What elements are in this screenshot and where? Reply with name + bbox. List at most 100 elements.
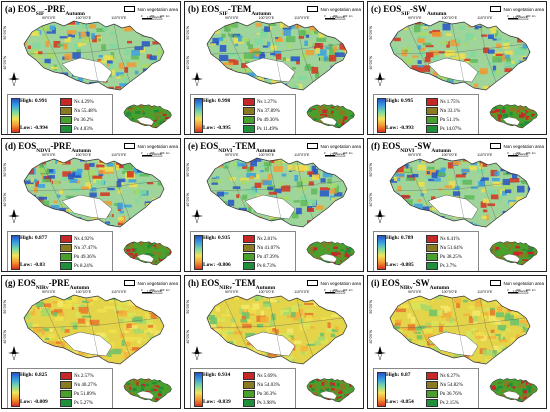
north-arrow-icon: [8, 346, 20, 361]
non-vegetation-legend: Non vegetation area: [124, 280, 178, 286]
class-percent: Nn 51.64%: [440, 245, 463, 251]
scale-bar: 0 200 400 km: [507, 288, 535, 294]
class-percent: Pn 36.76%: [440, 391, 462, 397]
class-ns: Ns 2.81%: [243, 235, 277, 243]
longitude-label: 110°0'0"E: [477, 16, 493, 20]
class-swatch: [426, 399, 438, 407]
class-swatch: [60, 253, 72, 261]
correlation-map: [23, 294, 165, 365]
longitude-label: 110°0'0"E: [477, 290, 493, 294]
class-nn: Nn 55.48%: [60, 107, 97, 115]
class-percent: Pn 38.25%: [440, 254, 462, 260]
class-swatch: [426, 390, 438, 398]
panel-title: (f) EOSNDVI-SWAutumn: [371, 141, 451, 154]
class-percent: Ns 1.27%: [257, 99, 277, 105]
correlation-map: [23, 157, 165, 228]
class-swatch: [243, 262, 255, 270]
class-ps: Ps 5.27%: [60, 399, 93, 407]
scale-label: 200: [516, 151, 521, 155]
map-panel-a: (a) EOSSIF-PREAutumn Non vegetation area 9…: [1, 1, 181, 135]
longitude-label: 110°0'0"E: [294, 153, 310, 157]
scale-label: 0: [324, 288, 326, 292]
color-ramp: [11, 372, 20, 407]
latitude-label: 40°0'0"N: [186, 330, 190, 344]
scale-label: km: [349, 14, 352, 18]
panel-title: (e) EOSNDVI-TEMAutumn: [188, 141, 276, 154]
scale-label: km: [166, 14, 169, 18]
legend-box: High: 0.935 Low: -0.806 Ns 2.81% Nn 41.07% P…: [190, 231, 296, 271]
class-swatch: [60, 107, 72, 115]
longitude-label: 100°0'0"E: [258, 153, 275, 157]
class-swatch: [60, 235, 72, 243]
classification-inset-map: [306, 241, 355, 266]
non-vegetation-label: Non vegetation area: [503, 143, 544, 149]
non-vegetation-label: Non vegetation area: [320, 6, 361, 12]
latitude-label: 50°0'0"N: [3, 26, 7, 40]
class-percent: Ps 5.27%: [74, 400, 93, 406]
class-ps: Ps 2.15%: [426, 399, 459, 407]
class-pn: Pn 36.3%: [243, 390, 276, 398]
scale-label: 200: [516, 288, 521, 292]
longitude-label: 110°0'0"E: [111, 153, 127, 157]
longitude-label: 110°0'0"E: [477, 153, 493, 157]
class-pn: Pn 47.39%: [243, 253, 279, 261]
legend-box: High: 0.998 Low: -0.995 Ns 1.27% Nn 37.89% P…: [190, 94, 296, 134]
panel-title: (d) EOSNDVI-PREAutumn: [5, 141, 91, 154]
scale-label: 0: [507, 151, 509, 155]
class-swatch: [426, 98, 438, 106]
map-panel-i: (i) EOSNIRv-SWAutumn Non vegetation area 9…: [367, 275, 547, 409]
longitude-label: 110°0'0"E: [111, 16, 127, 20]
class-nn: Nn 54.03%: [243, 381, 280, 389]
non-vegetation-swatch: [124, 6, 136, 12]
color-ramp: [11, 98, 20, 133]
class-percent: Ns 6.27%: [440, 373, 460, 379]
longitude-label: 90°0'0"E: [42, 16, 56, 20]
non-vegetation-legend: Non vegetation area: [124, 6, 178, 12]
non-vegetation-swatch: [124, 143, 136, 149]
class-percent: Ns 2.57%: [74, 373, 94, 379]
legend-box: High: 0.877 Low: -0.83 Ns 4.92% Nn 37.47% Pn…: [7, 231, 113, 271]
class-swatch: [426, 125, 438, 133]
non-vegetation-legend: Non vegetation area: [307, 6, 361, 12]
longitude-label: 100°0'0"E: [258, 16, 275, 20]
scale-label: 200: [333, 14, 338, 18]
class-ns: Ns 4.29%: [60, 98, 94, 106]
non-vegetation-legend: Non vegetation area: [307, 280, 361, 286]
class-percent: Nn 54.03%: [257, 382, 280, 388]
class-pn: Pn 51.1%: [426, 116, 459, 124]
correlation-map: [206, 157, 348, 228]
class-swatch: [426, 253, 438, 261]
high-value: High: 0.877: [20, 235, 48, 241]
class-swatch: [426, 262, 438, 270]
class-ps: Ps 8.24%: [60, 262, 93, 270]
classification-inset-map: [123, 378, 172, 403]
class-percent: Pn 51.89%: [74, 391, 96, 397]
low-value: Low: -0.885: [386, 262, 414, 268]
latitude-label: 40°0'0"N: [186, 193, 190, 207]
class-percent: Pn 49.36%: [257, 117, 279, 123]
non-vegetation-legend: Non vegetation area: [124, 143, 178, 149]
longitude-label: 100°0'0"E: [258, 290, 275, 294]
non-vegetation-label: Non vegetation area: [503, 6, 544, 12]
scale-label: km: [532, 14, 535, 18]
non-vegetation-label: Non vegetation area: [137, 280, 178, 286]
class-percent: Ns 4.29%: [74, 99, 94, 105]
class-nn: Nn 41.07%: [243, 244, 280, 252]
classification-inset-map: [489, 378, 538, 403]
non-vegetation-swatch: [307, 143, 319, 149]
scale-label: 200: [333, 151, 338, 155]
class-percent: Nn 37.47%: [74, 245, 97, 251]
scale-label: 0: [141, 151, 143, 155]
class-percent: Ps 3.98%: [257, 400, 276, 406]
scale-label: km: [166, 288, 169, 292]
correlation-map: [389, 157, 531, 228]
north-arrow-icon: [191, 346, 203, 361]
class-nn: Nn 54.82%: [426, 381, 463, 389]
class-ns: Ns 5.69%: [243, 372, 277, 380]
scale-label: 400: [343, 288, 348, 292]
low-value: Low: -0.839: [203, 399, 231, 405]
non-vegetation-label: Non vegetation area: [137, 143, 178, 149]
scale-label: km: [166, 151, 169, 155]
scale-label: km: [532, 151, 535, 155]
class-swatch: [426, 372, 438, 380]
